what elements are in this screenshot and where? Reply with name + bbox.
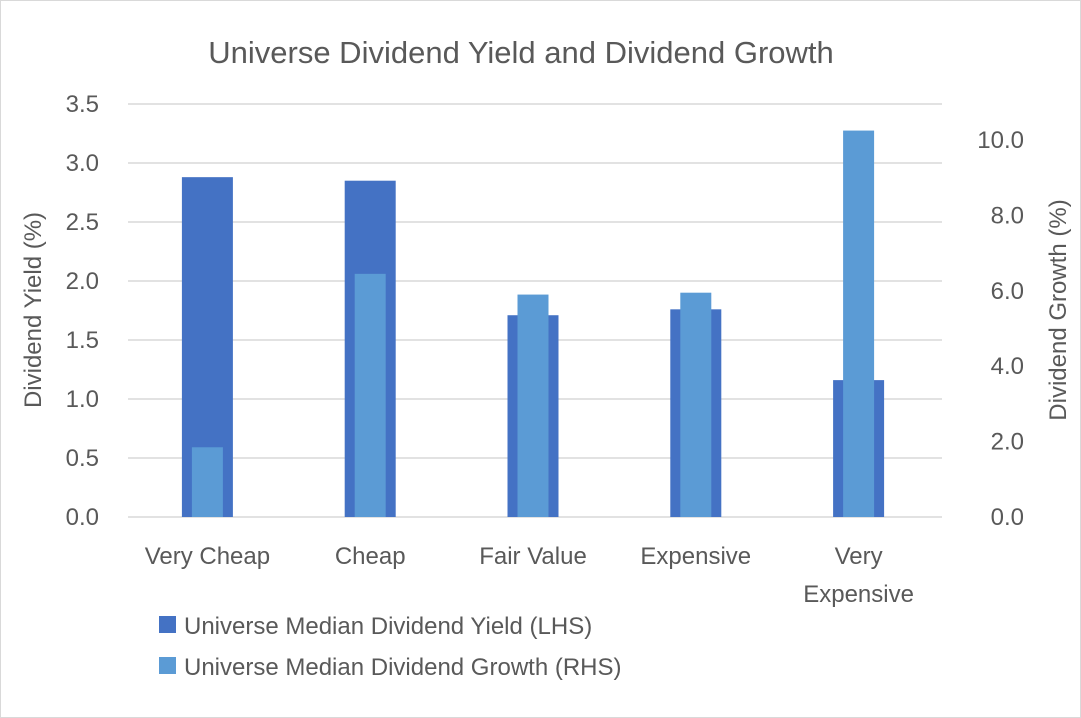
left-tick-label: 0.5 — [66, 445, 99, 472]
bar-dividend-growth — [843, 130, 875, 517]
category-label: Very Cheap — [145, 543, 270, 570]
right-tick-label: 0.0 — [991, 504, 1024, 531]
bar-dividend-growth — [517, 294, 549, 517]
legend-entry: Universe Median Dividend Growth (RHS) — [184, 654, 621, 681]
left-tick-label: 3.5 — [66, 91, 99, 118]
bar-dividend-growth — [354, 273, 386, 517]
right-tick-label: 6.0 — [991, 278, 1024, 305]
category-label: Very — [835, 543, 883, 570]
right-axis-ticks: 0.0 2.0 4.0 6.0 8.0 10.0 — [977, 127, 1024, 531]
bars — [181, 130, 885, 517]
legend: Universe Median Dividend Yield (LHS) Univ… — [159, 613, 621, 681]
chart-title: Universe Dividend Yield and Dividend Gro… — [208, 35, 834, 70]
left-tick-label: 2.5 — [66, 209, 99, 236]
category-label: Cheap — [335, 543, 406, 570]
legend-swatch — [159, 657, 176, 674]
bar-dividend-growth — [191, 447, 223, 517]
category-label: Expensive — [640, 543, 751, 570]
left-tick-label: 1.0 — [66, 386, 99, 413]
category-label: Expensive — [803, 581, 914, 608]
left-tick-label: 2.0 — [66, 268, 99, 295]
left-axis-ticks: 0.0 0.5 1.0 1.5 2.0 2.5 3.0 3.5 — [66, 91, 99, 531]
bar-dividend-growth — [680, 292, 712, 517]
gridlines — [128, 103, 942, 518]
right-tick-label: 4.0 — [991, 353, 1024, 380]
legend-entry: Universe Median Dividend Yield (LHS) — [184, 613, 592, 640]
category-labels: Very Cheap Cheap Fair Value Expensive Very Ex… — [145, 543, 914, 608]
right-axis-label: Dividend Growth (%) — [1045, 199, 1072, 420]
left-tick-label: 0.0 — [66, 504, 99, 531]
left-tick-label: 3.0 — [66, 150, 99, 177]
right-tick-label: 10.0 — [977, 127, 1024, 154]
category-label: Fair Value — [479, 543, 587, 570]
legend-swatch — [159, 616, 176, 633]
left-tick-label: 1.5 — [66, 327, 99, 354]
right-tick-label: 8.0 — [991, 202, 1024, 229]
right-tick-label: 2.0 — [991, 429, 1024, 456]
left-axis-label: Dividend Yield (%) — [20, 212, 47, 408]
